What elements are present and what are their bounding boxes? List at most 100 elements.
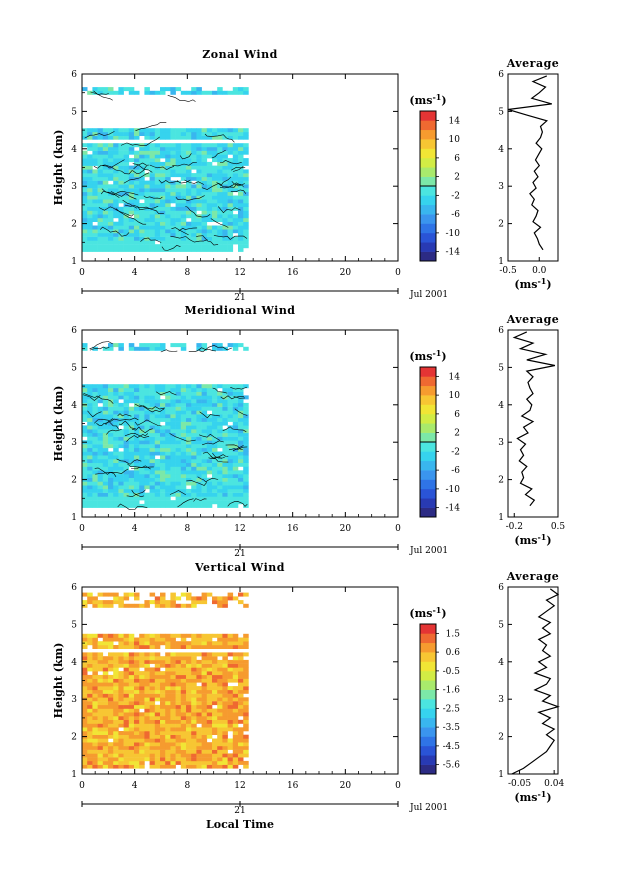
heatmap-cell (165, 451, 171, 456)
heatmap-cell (92, 500, 98, 505)
heatmap-cell (196, 637, 202, 642)
heatmap-cell (191, 429, 197, 434)
heatmap-cell (212, 429, 218, 434)
heatmap-cell (165, 633, 171, 638)
heatmap-cell (134, 731, 140, 735)
heatmap-cell (118, 391, 124, 396)
heatmap-cell (227, 158, 234, 163)
heatmap-cell (113, 674, 119, 679)
heatmap-cell (196, 645, 202, 649)
heatmap-cell (238, 232, 244, 237)
heatmap-cell (222, 221, 228, 226)
heatmap-cell (238, 645, 244, 649)
heatmap-cell (196, 686, 202, 691)
heatmap-cell (154, 143, 161, 148)
heatmap-cell (160, 406, 166, 411)
heatmap-cell (134, 496, 140, 501)
heatmap-cell (87, 659, 93, 664)
contour-line (143, 195, 163, 199)
heatmap-cell (144, 671, 150, 676)
heatmap-cell (139, 206, 145, 211)
contour-line (211, 149, 226, 159)
heatmap-cell (232, 346, 239, 351)
heatmap-cell (82, 503, 88, 508)
heatmap-cell (123, 240, 130, 245)
heatmap-cell (102, 455, 109, 460)
heatmap-cell (154, 128, 161, 133)
heatmap-cell (165, 440, 171, 445)
heatmap-cell (227, 712, 234, 717)
heatmap-cell (227, 384, 234, 389)
heatmap-cell (222, 485, 228, 490)
heatmap-cell (139, 146, 145, 151)
heatmap-cell (175, 492, 182, 497)
heatmap-cell (232, 218, 239, 222)
heatmap-cell (123, 689, 130, 694)
heatmap-cell (196, 143, 202, 148)
heatmap-cell (186, 764, 192, 769)
heatmap-cell (92, 417, 98, 422)
y-tick-label: 1 (71, 770, 77, 780)
heatmap-cell (243, 678, 249, 683)
heatmap-cell (222, 488, 228, 493)
heatmap-cell (102, 671, 109, 676)
heatmap-cell (97, 455, 104, 460)
heatmap-cell (134, 689, 140, 694)
heatmap-cell (243, 723, 249, 728)
contour-line (131, 489, 144, 498)
heatmap-cell (113, 169, 119, 174)
heatmap-cell (102, 203, 109, 207)
heatmap-cell (102, 414, 109, 419)
heatmap-cell (149, 667, 156, 672)
heatmap-cell (128, 421, 135, 426)
heatmap-cell (201, 742, 208, 747)
heatmap-cell (222, 659, 228, 664)
heatmap-cell (97, 444, 104, 449)
heatmap-cell (217, 158, 223, 163)
heatmap-cell (113, 496, 119, 501)
colorbar-segment (420, 642, 436, 653)
x-tick-label: 20 (340, 781, 352, 791)
heatmap-cell (92, 656, 98, 661)
heatmap-cell (123, 474, 130, 478)
heatmap-cell (232, 406, 239, 411)
heatmap-cell (191, 678, 197, 683)
heatmap-cell (222, 203, 228, 207)
heatmap-cell (97, 466, 104, 471)
colorbar-segment (420, 507, 436, 518)
colorbar-segment (420, 395, 436, 405)
heatmap-cell (170, 161, 176, 166)
heatmap-cell (165, 663, 171, 668)
heatmap-cell (191, 135, 197, 140)
heatmap-cell (92, 199, 98, 204)
heatmap-cell (196, 150, 202, 155)
heatmap-cell (149, 749, 156, 754)
heatmap-cell (82, 485, 88, 490)
heatmap-cell (165, 128, 171, 133)
heatmap-cell (134, 90, 140, 95)
heatmap-cell (123, 395, 130, 400)
heatmap-cell (217, 645, 223, 649)
heatmap-cell (82, 132, 88, 136)
heatmap-cell (144, 146, 150, 151)
heatmap-cell (186, 753, 192, 758)
heatmap-cell (222, 150, 228, 155)
heatmap-cell (113, 203, 119, 207)
heatmap-cell (92, 176, 98, 181)
heatmap-cell (123, 444, 130, 449)
contour-line (99, 226, 130, 237)
heatmap-cell (222, 682, 228, 687)
heatmap-cell (149, 633, 156, 638)
heatmap-cell (217, 184, 223, 189)
heatmap-cell (191, 470, 197, 475)
heatmap-cell (206, 674, 213, 679)
heatmap-cell (175, 708, 182, 713)
x-tick-label: 4 (132, 781, 138, 791)
heatmap-cell (212, 641, 218, 646)
heatmap-cell (238, 678, 244, 683)
heatmap-cell (113, 481, 119, 486)
heatmap-cell (102, 656, 109, 661)
heatmap-cell (92, 232, 98, 237)
heatmap-cell (222, 173, 228, 178)
heatmap-cell (134, 719, 140, 724)
